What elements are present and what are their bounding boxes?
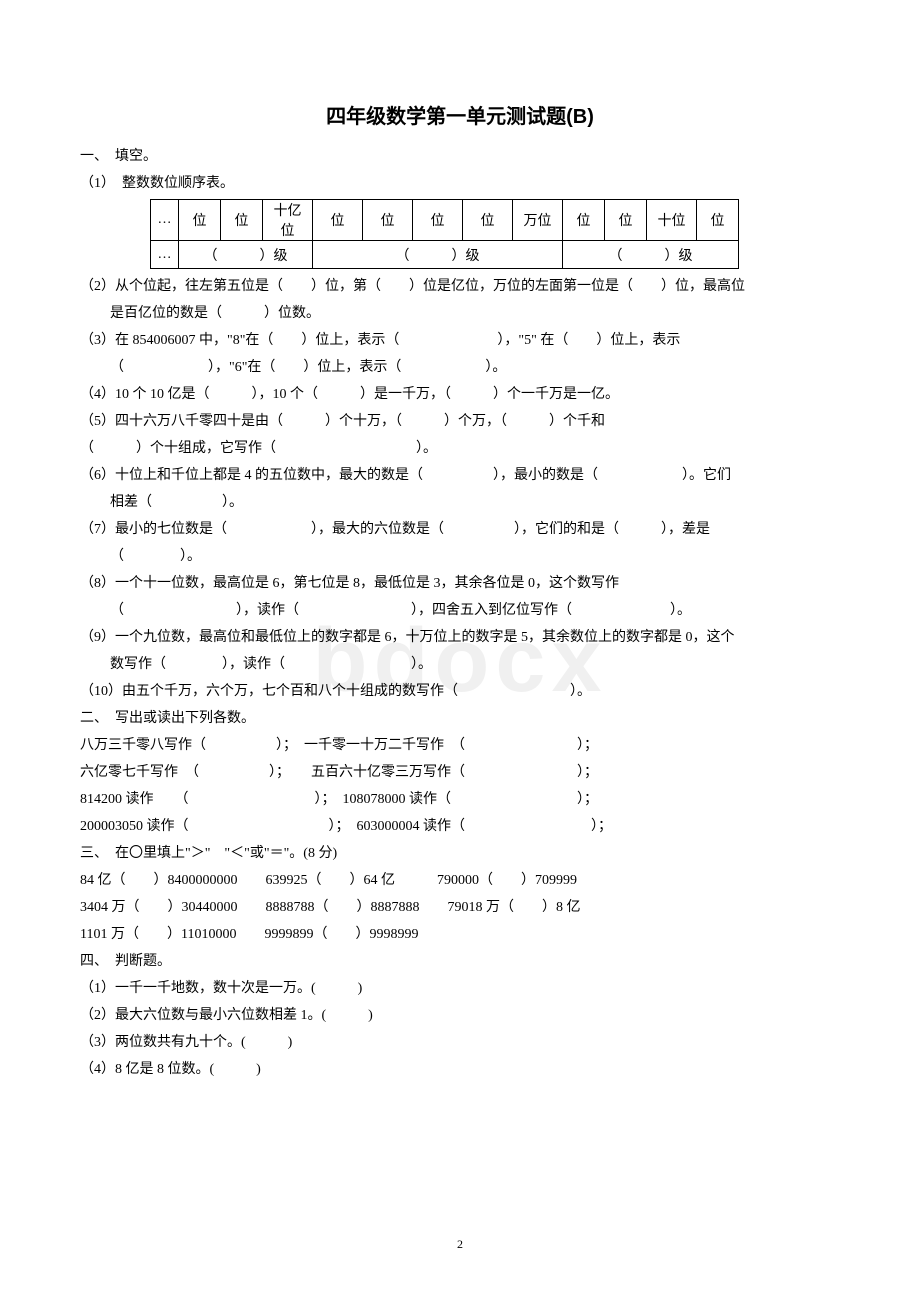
q10-text: （10）由五个千万，六个万，七个百和八个十组成的数写作（ ）。 <box>80 678 840 705</box>
table-cell: 十亿位 <box>263 200 313 241</box>
s2-line: 八万三千零八写作（ ）； 一千零一十万二千写作 （ ）； <box>80 732 840 759</box>
s3-line: 84 亿（ ）8400000000 639925（ ）64 亿 790000（ … <box>80 867 840 894</box>
q1-label: （1） 整数数位顺序表。 <box>80 170 840 197</box>
section2-header: 二、 写出或读出下列各数。 <box>80 705 840 732</box>
table-cell: … <box>151 241 179 269</box>
s2-line: 200003050 读作（ ）； 603000004 读作（ ）； <box>80 813 840 840</box>
s2-line: 六亿零七千写作 （ ）； 五百六十亿零三万写作（ ）； <box>80 759 840 786</box>
page-title: 四年级数学第一单元测试题(B) <box>80 100 840 129</box>
table-cell: 位 <box>605 200 647 241</box>
table-cell: 位 <box>463 200 513 241</box>
q5-text-b: （ ）个十组成，它写作（ ）。 <box>80 435 840 462</box>
q7-text: （7）最小的七位数是（ ），最大的六位数是（ ），它们的和是（ ），差是 <box>80 516 840 543</box>
q7-text-b: （ ）。 <box>80 543 840 570</box>
table-cell: 位 <box>363 200 413 241</box>
table-cell: 位 <box>563 200 605 241</box>
q3-text: （3）在 854006007 中，"8"在（ ）位上，表示（ ），"5" 在（ … <box>80 327 840 354</box>
page-number: 2 <box>0 1237 920 1252</box>
s4-line: （2）最大六位数与最小六位数相差 1。( ) <box>80 1002 840 1029</box>
table-cell: 位 <box>413 200 463 241</box>
s2-line: 814200 读作 （ ）； 108078000 读作（ ）； <box>80 786 840 813</box>
q2-text-b: 是百亿位的数是（ ）位数。 <box>80 300 840 327</box>
table-cell: 位 <box>313 200 363 241</box>
place-value-table: … 位 位 十亿位 位 位 位 位 万位 位 位 十位 位 … （ ）级 （ ）… <box>150 199 739 269</box>
section4-header: 四、 判断题。 <box>80 948 840 975</box>
table-cell: … <box>151 200 179 241</box>
q4-text: （4）10 个 10 亿是（ ），10 个（ ）是一千万，（ ）个一千万是一亿。 <box>80 381 840 408</box>
table-cell: （ ）级 <box>179 241 313 269</box>
s4-line: （4）8 亿是 8 位数。( ) <box>80 1056 840 1083</box>
q8-text: （8）一个十一位数，最高位是 6，第七位是 8，最低位是 3，其余各位是 0，这… <box>80 570 840 597</box>
table-row: … （ ）级 （ ）级 （ ）级 <box>151 241 739 269</box>
table-cell: 万位 <box>513 200 563 241</box>
table-cell: 十位 <box>647 200 697 241</box>
s3-line: 3404 万（ ）30440000 8888788（ ）8887888 7901… <box>80 894 840 921</box>
s4-line: （1）一千一千地数，数十次是一万。( ) <box>80 975 840 1002</box>
section1-header: 一、 填空。 <box>80 143 840 170</box>
table-cell: （ ）级 <box>563 241 739 269</box>
q8-text-b: （ ），读作（ ），四舍五入到亿位写作（ ）。 <box>80 597 840 624</box>
s4-line: （3）两位数共有九十个。( ) <box>80 1029 840 1056</box>
table-cell: （ ）级 <box>313 241 563 269</box>
q2-text: （2）从个位起，往左第五位是（ ）位，第（ ）位是亿位，万位的左面第一位是（ ）… <box>80 273 840 300</box>
q3-text-b: （ ），"6"在（ ）位上，表示（ ）。 <box>80 354 840 381</box>
q9-text-b: 数写作（ ），读作（ ）。 <box>80 651 840 678</box>
q6-text: （6）十位上和千位上都是 4 的五位数中，最大的数是（ ），最小的数是（ ）。它… <box>80 462 840 489</box>
table-cell: 位 <box>179 200 221 241</box>
table-cell: 位 <box>221 200 263 241</box>
q5-text: （5）四十六万八千零四十是由（ ）个十万，（ ）个万，（ ）个千和 <box>80 408 840 435</box>
q9-text: （9）一个九位数，最高位和最低位上的数字都是 6，十万位上的数字是 5，其余数位… <box>80 624 840 651</box>
q6-text-b: 相差（ ）。 <box>80 489 840 516</box>
table-row: … 位 位 十亿位 位 位 位 位 万位 位 位 十位 位 <box>151 200 739 241</box>
s3-line: 1101 万（ ）11010000 9999899（ ）9998999 <box>80 921 840 948</box>
section3-header: 三、 在〇里填上"＞" "＜"或"＝"。(8 分) <box>80 840 840 867</box>
table-cell: 位 <box>697 200 739 241</box>
